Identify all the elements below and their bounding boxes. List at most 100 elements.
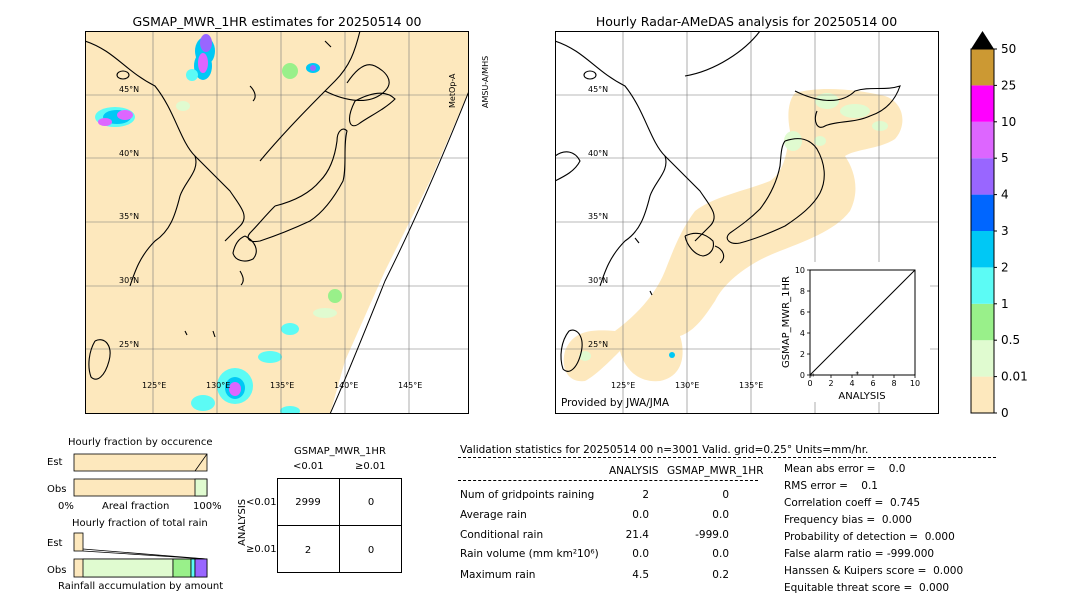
colorbar-swatch <box>971 158 994 195</box>
validation-row: Maximum rain 4.5 0.2 <box>0 569 760 583</box>
scatter-y-tick-label: 6 <box>800 308 805 317</box>
scatter-y-tick-label: 10 <box>795 266 805 275</box>
contingency-title: GSMAP_MWR_1HR <box>294 446 386 457</box>
validation-col-gsmap: GSMAP_MWR_1HR <box>667 465 764 477</box>
occurrence-obs-label: Obs <box>47 484 67 495</box>
validation-row-analysis: 4.5 <box>632 569 649 581</box>
contingency-row-ge: ≥0.01 <box>246 544 277 555</box>
total-rain-est-label: Est <box>47 538 63 549</box>
right-lon-label: 125°E <box>611 381 636 390</box>
validation-row: Rain volume (mm km²10⁶) 0.0 0.0 <box>0 548 760 562</box>
scatter-x-tick-label: 10 <box>910 379 920 388</box>
radar-coverage <box>563 89 903 382</box>
colorbar-tick-label: 2 <box>1001 260 1009 274</box>
scatter-inset: 0 2 4 6 8 10 0 2 4 6 8 10 ANALYSIS GSMAP_MWR_1HR <box>781 266 920 402</box>
right-lon-label: 135°E <box>739 381 764 390</box>
left-map-title: GSMAP_MWR_1HR estimates for 20250514 00 <box>132 14 422 29</box>
left-lon-label: 145°E <box>398 381 423 390</box>
validation-row-label: Rain volume (mm km²10⁶) <box>460 548 599 560</box>
coastlines <box>555 31 901 372</box>
data-credit: Provided by JWA/JMA <box>561 397 670 409</box>
left-lon-label: 135°E <box>270 381 295 390</box>
left-lat-label: 35°N <box>119 212 140 221</box>
score-line: Equitable threat score = 0.000 <box>784 582 950 594</box>
colorbar-tick-label: 1 <box>1001 297 1009 311</box>
colorbar-tick-label: 10 <box>1001 115 1016 129</box>
right-map <box>555 31 939 414</box>
colorbar-tick-label: 0.01 <box>1001 370 1028 384</box>
scatter-y-tick-label: 4 <box>800 329 805 338</box>
colorbar-swatch <box>971 340 994 377</box>
colorbar-tick-label: 50 <box>1001 42 1016 56</box>
total-rain-bars <box>73 532 208 578</box>
scatter-ylabel: GSMAP_MWR_1HR <box>781 276 792 368</box>
validation-row-label: Average rain <box>460 509 527 521</box>
validation-row-analysis: 0.0 <box>632 509 649 521</box>
left-lon-label: 130°E <box>206 381 231 390</box>
contingency-table: 2999 0 2 0 <box>277 478 402 573</box>
validation-row-analysis: 2 <box>642 489 649 501</box>
one-to-one-line <box>809 269 916 376</box>
colorbar-tick-label: 3 <box>1001 224 1009 238</box>
colorbar-swatch <box>971 303 994 341</box>
colorbar-swatch <box>971 85 994 122</box>
validation-row-analysis: 21.4 <box>625 529 649 541</box>
right-map-title: Hourly Radar-AMeDAS analysis for 2025051… <box>595 14 898 29</box>
occurrence-title: Hourly fraction by occurence <box>68 437 213 448</box>
colorbar-swatch <box>971 267 994 304</box>
validation-row-label: Conditional rain <box>460 529 544 541</box>
sensor-label-instrument: AMSU-A/MHS <box>481 55 490 108</box>
validation-row-label: Maximum rain <box>460 569 536 581</box>
scatter-y-tick-label: 0 <box>800 371 805 380</box>
right-lat-label: 30°N <box>588 276 609 285</box>
total-rain-xlabel: Rainfall accumulation by amount <box>58 581 224 592</box>
validation-col-analysis: ANALYSIS <box>609 465 659 477</box>
contingency-cell: 0 <box>368 497 374 508</box>
occurrence-est-bar <box>73 453 208 472</box>
contingency-row-lt: <0.01 <box>246 497 277 508</box>
colorbar-extend-arrow <box>971 31 994 49</box>
swath-region <box>85 31 469 414</box>
occurrence-obs-rain-segment <box>194 478 208 497</box>
occurrence-est-label: Est <box>47 457 63 468</box>
score-line: Frequency bias = 0.000 <box>784 514 912 526</box>
right-lat-label: 45°N <box>588 85 609 94</box>
colorbar-swatch <box>971 194 994 231</box>
occurrence-x-right: 100% <box>193 501 222 512</box>
contingency-cell: 0 <box>368 545 374 556</box>
score-line: False alarm ratio = -999.000 <box>784 548 935 560</box>
validation-row-gsmap: 0.0 <box>712 548 729 560</box>
score-line: Probability of detection = 0.000 <box>784 531 955 543</box>
score-line: Mean abs error = 0.0 <box>784 463 906 475</box>
total-rain-est-bar <box>73 532 84 552</box>
left-lat-label: 45°N <box>119 85 140 94</box>
contingency-col-lt: <0.01 <box>293 461 324 472</box>
scatter-x-tick-label: 8 <box>891 379 896 388</box>
colorbar-swatch <box>971 376 994 413</box>
colorbar-swatch <box>971 231 994 268</box>
validation-row-gsmap: 0 <box>722 489 729 501</box>
contingency-cell: 2 <box>305 545 311 556</box>
total-rain-obs-label: Obs <box>47 565 67 576</box>
colorbar-tick-label: 5 <box>1001 151 1009 165</box>
validation-header-rule <box>458 457 996 458</box>
validation-row-gsmap: -999.0 <box>695 529 729 541</box>
scatter-x-tick-label: 6 <box>870 379 875 388</box>
colorbar-tick-label: 25 <box>1001 78 1016 92</box>
scatter-x-tick-label: 4 <box>849 379 854 388</box>
total-rain-title: Hourly fraction of total rain <box>72 518 208 529</box>
scatter-point <box>855 371 859 375</box>
scatter-x-tick-label: 0 <box>807 379 812 388</box>
validation-row-gsmap: 0.2 <box>712 569 729 581</box>
sensor-label-satellite: MetOp-A <box>448 73 457 108</box>
score-line: Hanssen & Kuipers score = 0.000 <box>784 565 964 577</box>
score-line: Correlation coeff = 0.745 <box>784 497 920 509</box>
colorbar-swatch <box>971 121 994 159</box>
left-lon-label: 140°E <box>334 381 359 390</box>
validation-col-rule <box>458 480 758 481</box>
validation-row: Average rain 0.0 0.0 <box>0 509 760 523</box>
occurrence-xlabel: Areal fraction <box>102 501 170 512</box>
scatter-y-tick-label: 2 <box>800 350 805 359</box>
validation-row-label: Num of gridpoints raining <box>460 489 595 501</box>
validation-row: Num of gridpoints raining 2 0 <box>0 489 760 503</box>
